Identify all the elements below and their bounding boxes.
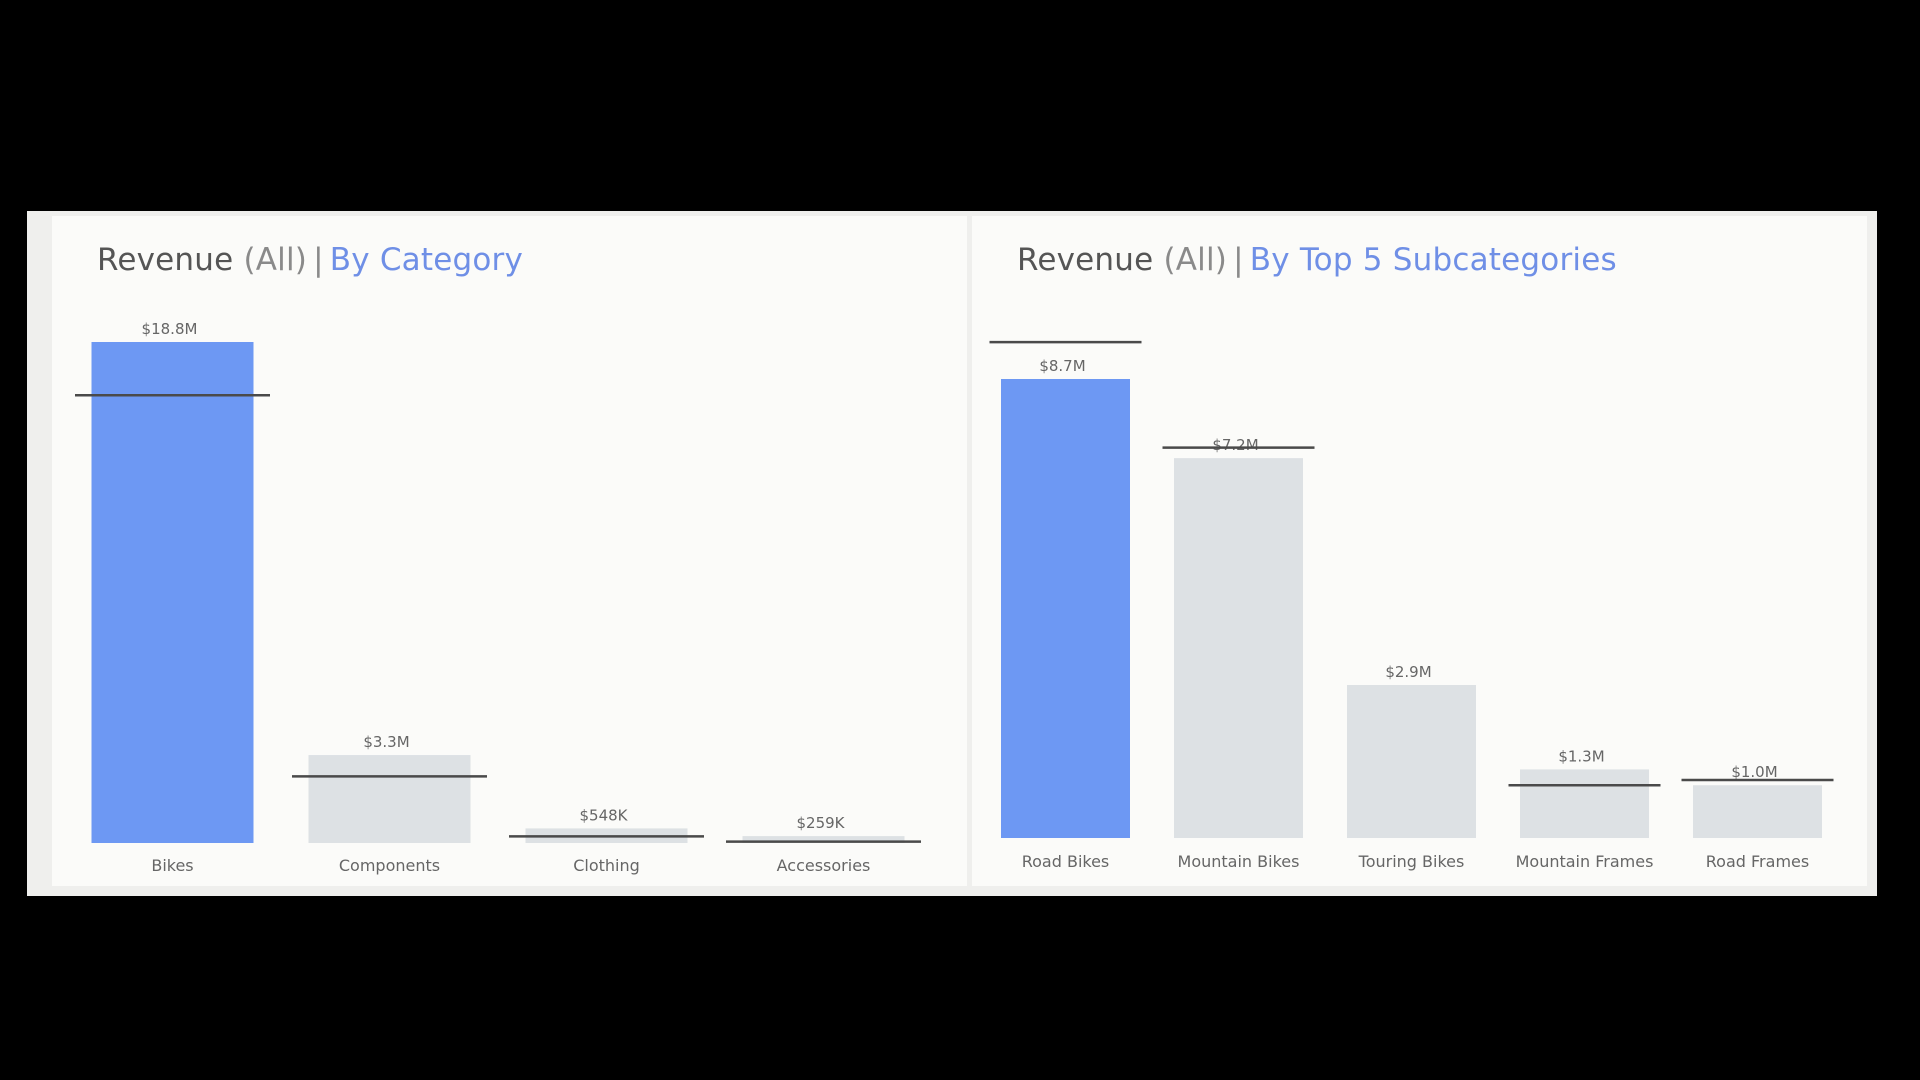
title-subtitle: By Top 5 Subcategories — [1249, 242, 1617, 278]
chart-title: Revenue (All) | By Category — [97, 242, 523, 278]
bar-bikes[interactable] — [91, 342, 254, 843]
category-label: Bikes — [151, 856, 193, 875]
value-label: $8.7M — [1039, 357, 1085, 375]
subcategory-bar-chart: $8.7M Road Bikes $7.2M Mountain Bikes $2.9M T… — [989, 340, 1834, 871]
category-label: Mountain Frames — [1516, 852, 1654, 871]
value-label: $548K — [579, 806, 628, 824]
category-label: Road Bikes — [1022, 852, 1110, 871]
value-label: $259K — [796, 814, 845, 832]
category-label: Components — [339, 856, 440, 875]
value-label: $1.3M — [1558, 747, 1604, 765]
bar-components[interactable] — [308, 755, 471, 843]
bar-mountain-frames[interactable] — [1520, 769, 1649, 838]
dashboard-frame: Revenue (All) | By Category $18.8M Bikes $3.… — [27, 211, 1877, 896]
category-label: Road Frames — [1706, 852, 1809, 871]
title-subtitle: By Category — [329, 242, 524, 278]
value-label: $2.9M — [1385, 663, 1431, 681]
title-filter[interactable]: (All) — [243, 242, 308, 278]
value-label: $3.3M — [363, 733, 409, 751]
revenue-by-category-panel: Revenue (All) | By Category $18.8M Bikes $3.… — [52, 216, 967, 886]
bar-touring-bikes[interactable] — [1347, 685, 1476, 838]
chart-title: Revenue (All) | By Top 5 Subcategories — [1017, 242, 1617, 278]
category-label: Clothing — [573, 856, 640, 875]
title-filter[interactable]: (All) — [1163, 242, 1228, 278]
title-separator: | — [1233, 242, 1244, 278]
title-measure: Revenue — [97, 242, 234, 278]
value-label: $1.0M — [1731, 763, 1777, 781]
value-label: $18.8M — [142, 320, 198, 338]
title-separator: | — [313, 242, 324, 278]
bar-road-frames[interactable] — [1693, 785, 1822, 838]
bar-mountain-bikes[interactable] — [1174, 458, 1303, 838]
title-measure: Revenue — [1017, 242, 1154, 278]
category-label: Touring Bikes — [1358, 852, 1465, 871]
bar-accessories[interactable] — [742, 836, 905, 843]
revenue-by-subcategory-panel: Revenue (All) | By Top 5 Subcategories $8.… — [972, 216, 1867, 886]
category-label: Accessories — [777, 856, 871, 875]
category-bar-chart: $18.8M Bikes $3.3M Components $548K Clothing $… — [75, 320, 921, 875]
category-label: Mountain Bikes — [1178, 852, 1300, 871]
value-label: $7.2M — [1212, 436, 1258, 454]
bar-road-bikes[interactable] — [1001, 379, 1130, 838]
